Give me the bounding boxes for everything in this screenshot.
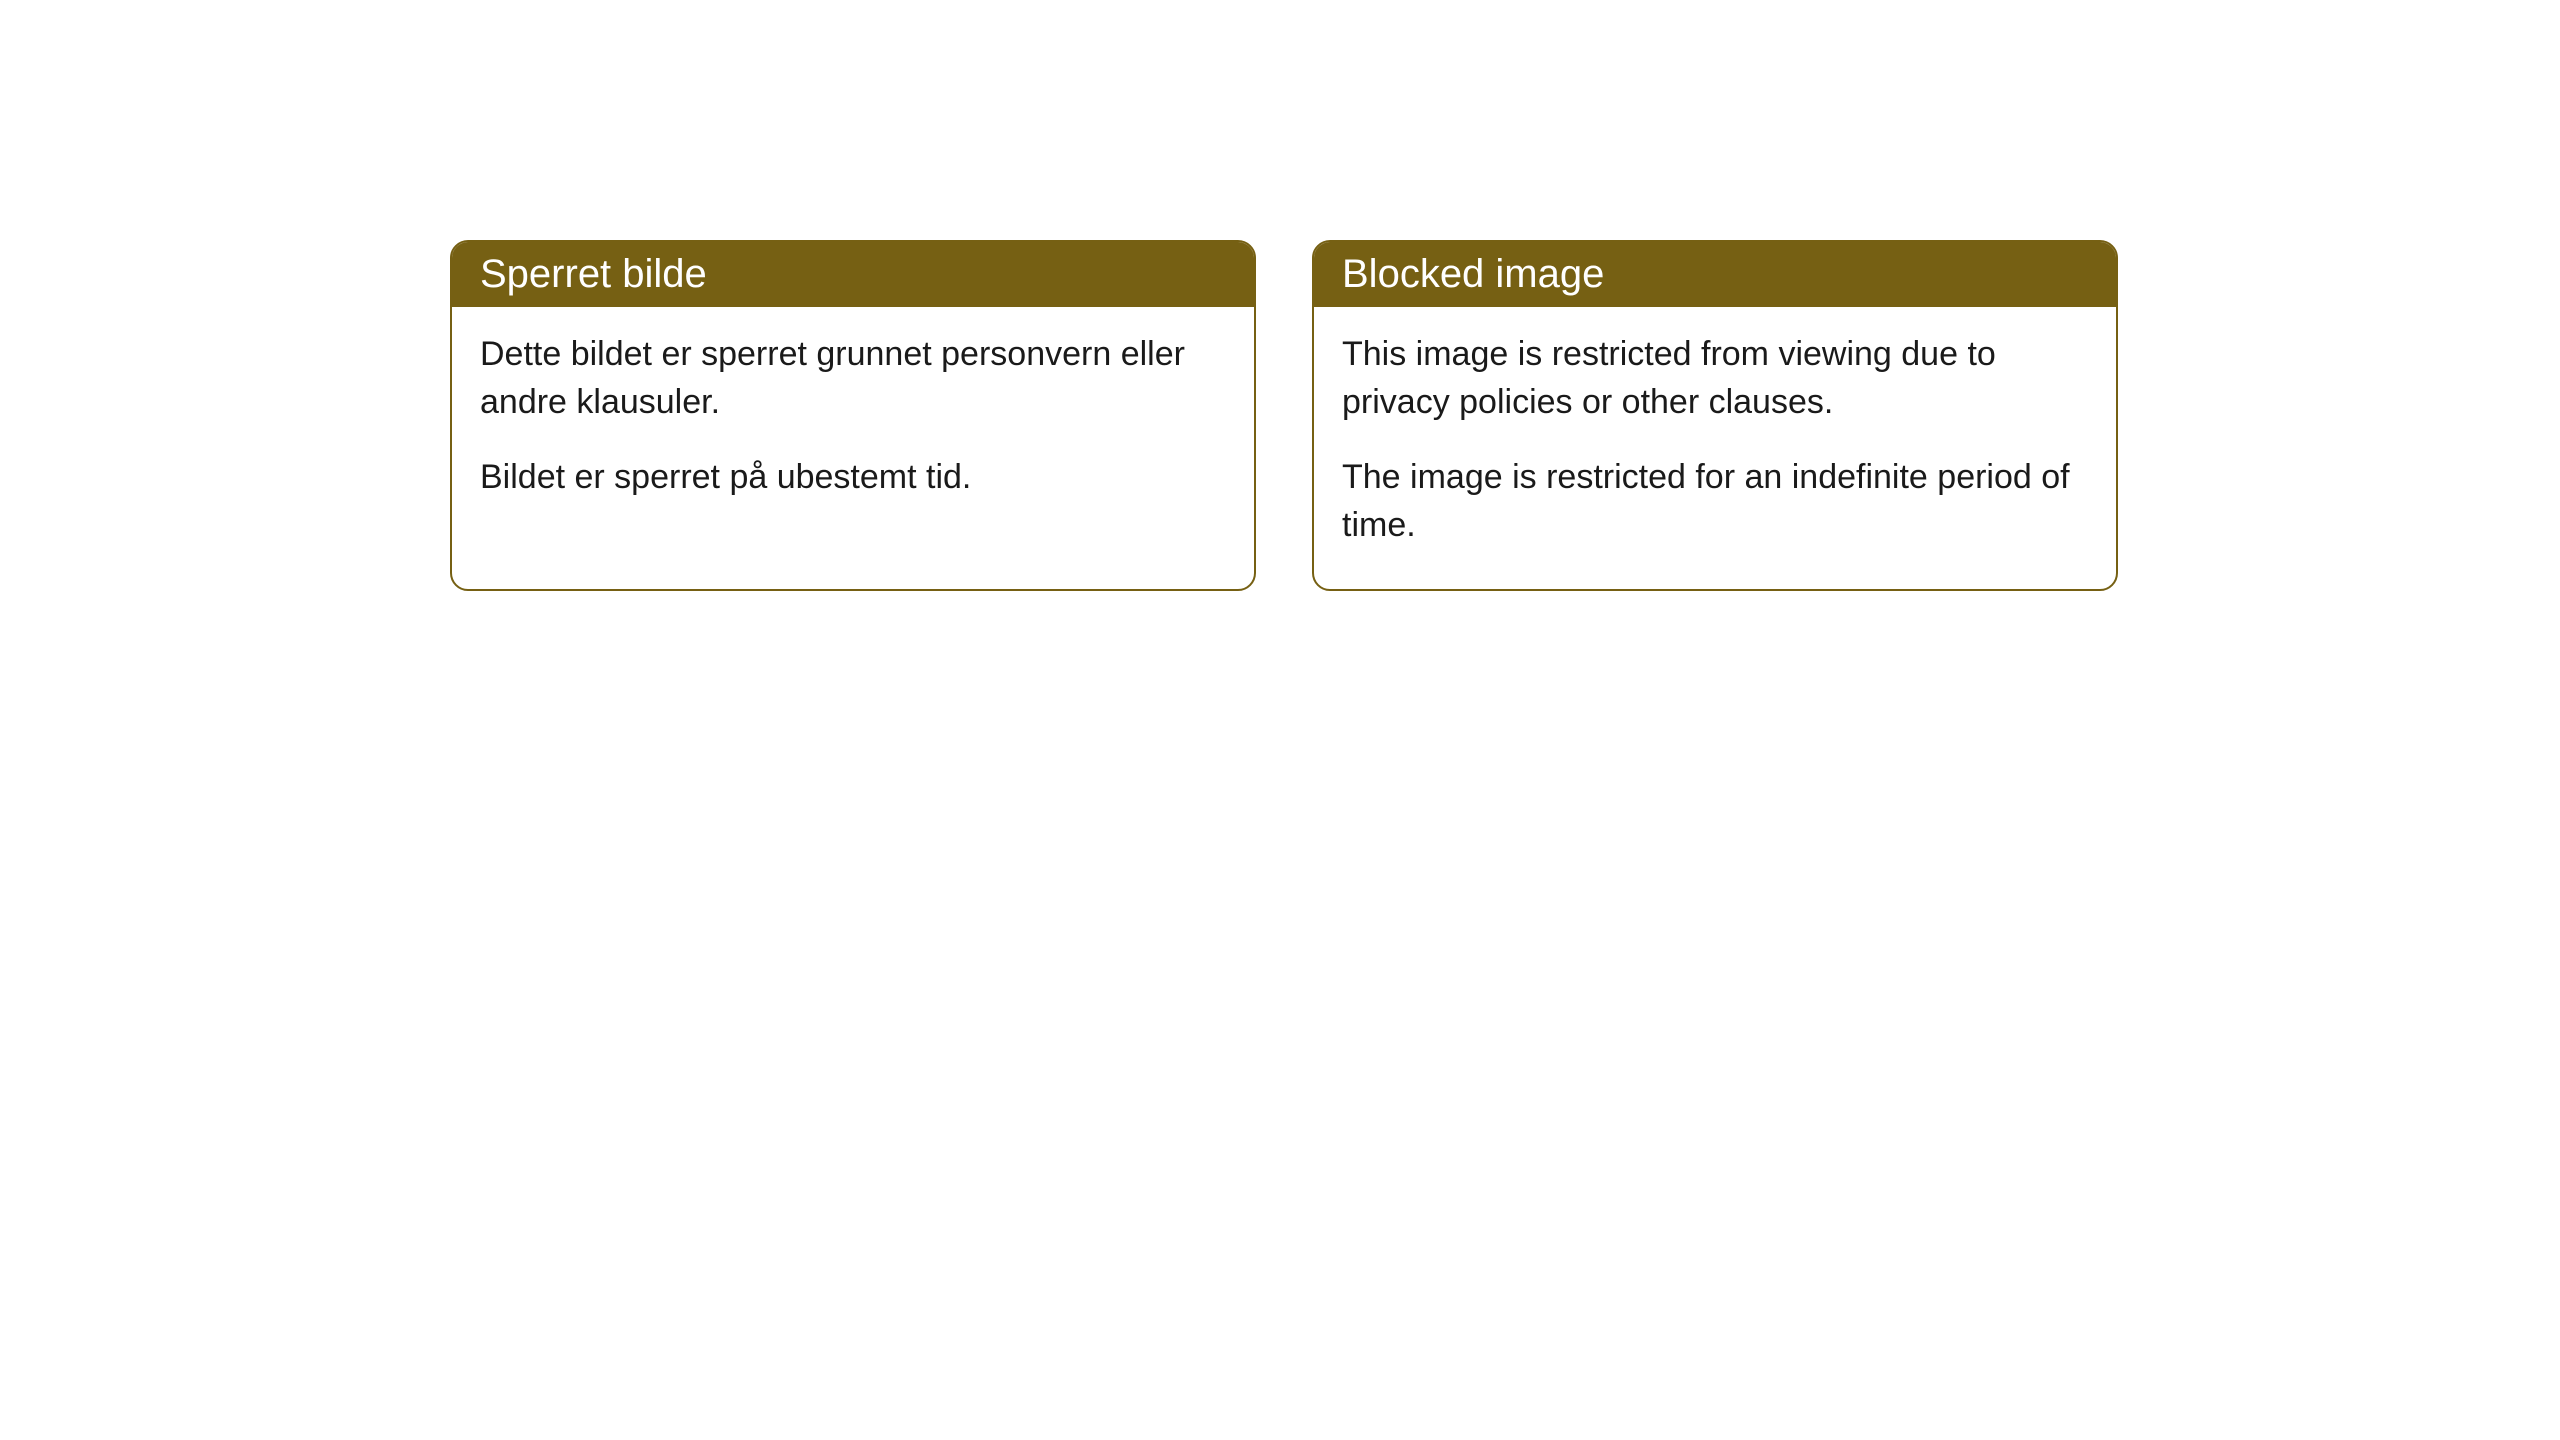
cards-container: Sperret bilde Dette bildet er sperret gr… [450, 240, 2118, 591]
card-body-english: This image is restricted from viewing du… [1314, 307, 2116, 589]
card-paragraph-1-norwegian: Dette bildet er sperret grunnet personve… [480, 331, 1226, 426]
card-title-english: Blocked image [1342, 252, 1604, 296]
card-title-norwegian: Sperret bilde [480, 252, 707, 296]
card-paragraph-2-english: The image is restricted for an indefinit… [1342, 454, 2088, 549]
card-body-norwegian: Dette bildet er sperret grunnet personve… [452, 307, 1254, 542]
card-norwegian: Sperret bilde Dette bildet er sperret gr… [450, 240, 1256, 591]
card-header-norwegian: Sperret bilde [452, 242, 1254, 307]
card-paragraph-1-english: This image is restricted from viewing du… [1342, 331, 2088, 426]
card-paragraph-2-norwegian: Bildet er sperret på ubestemt tid. [480, 454, 1226, 502]
card-english: Blocked image This image is restricted f… [1312, 240, 2118, 591]
card-header-english: Blocked image [1314, 242, 2116, 307]
